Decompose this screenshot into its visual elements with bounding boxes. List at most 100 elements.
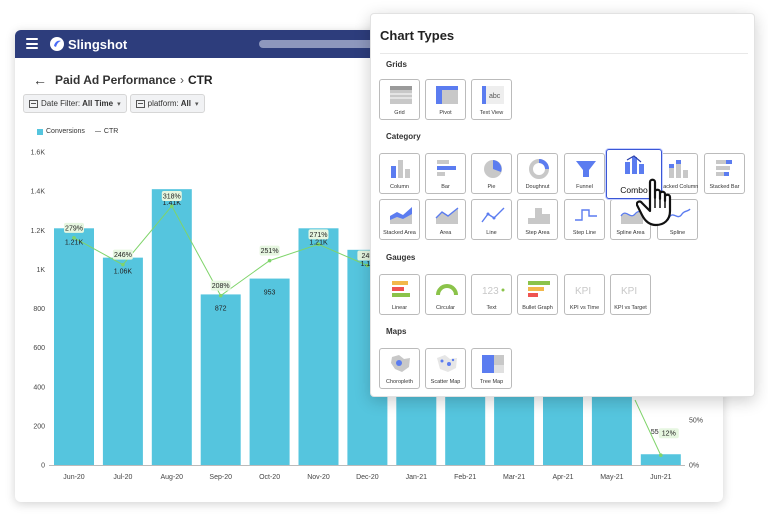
legend-label-ctr: CTR: [103, 128, 119, 135]
chart-type-column[interactable]: Column: [379, 153, 420, 194]
filter-bar: Date Filter: All Time ▾ platform: All ▾: [23, 94, 205, 113]
text-view-icon: abc: [481, 86, 504, 104]
panel-title: Chart Types: [380, 28, 455, 43]
bar-icon: [436, 160, 456, 176]
scatter-map-icon: [436, 355, 457, 372]
chart-type-area[interactable]: Area: [425, 199, 466, 240]
line-label-bg: [308, 229, 329, 240]
chart-type-tree-map[interactable]: Tree Map: [471, 348, 512, 389]
x-axis-tick-label: Jun-21: [650, 474, 672, 481]
legend-swatch-ctr: [94, 131, 101, 132]
chart-type-label: Funnel: [576, 184, 593, 190]
chart-type-linear[interactable]: Linear: [379, 274, 420, 315]
chart-type-step-line[interactable]: Step Line: [564, 199, 605, 240]
ctr-point: [316, 242, 321, 247]
chart-type-text-view[interactable]: abc Text View: [471, 79, 512, 120]
line-value-label: 271%: [310, 232, 328, 239]
chart-type-label: KPI vs Time: [569, 305, 600, 311]
chart-bar: [200, 294, 241, 465]
chart-type-kpi-vs-target[interactable]: KPI KPI vs Target: [610, 274, 651, 315]
doughnut-icon: [528, 159, 549, 179]
ctr-point: [365, 263, 370, 268]
chart-type-grid[interactable]: Grid: [379, 79, 420, 120]
platform-filter-value: All: [180, 99, 191, 108]
chart-legend: Conversions CTR: [37, 128, 118, 135]
chart-type-step-area[interactable]: Step Area: [517, 199, 558, 240]
x-axis-tick-label: May-21: [600, 474, 623, 481]
bar-value-label: 1.21K: [309, 239, 328, 246]
chart-bar: [249, 278, 290, 465]
chart-type-label: Bullet Graph: [522, 305, 553, 311]
breadcrumb: ← Paid Ad Performance › CTR: [33, 71, 213, 89]
chart-type-label: Circular: [436, 305, 455, 311]
column-icon: [390, 160, 410, 178]
chart-type-label: Line: [486, 230, 497, 236]
ctr-point: [170, 204, 174, 208]
chart-type-label: Stacked Area: [383, 230, 416, 236]
x-axis-tick-label: Jan-21: [406, 474, 428, 481]
filter-icon: [135, 99, 145, 108]
chart-type-stacked-column[interactable]: Stacked Column: [657, 153, 698, 194]
stacked-column-icon: [668, 160, 688, 178]
line-label-bg: [658, 428, 679, 439]
chart-type-doughnut[interactable]: Doughnut: [517, 153, 558, 194]
brand-name: Slingshot: [68, 37, 128, 52]
slingshot-logo-icon: [50, 37, 64, 51]
y-axis-tick-label: 1.6K: [31, 150, 46, 157]
legend-label-conversions: Conversions: [46, 128, 85, 135]
x-axis-tick-label: Sep-20: [209, 474, 232, 481]
chart-type-label: Column: [390, 184, 409, 190]
chart-type-funnel[interactable]: Funnel: [564, 153, 605, 194]
grid-icon: [389, 86, 412, 104]
chart-type-stacked-area[interactable]: Stacked Area: [379, 199, 420, 240]
pointer-hand-icon: [636, 178, 672, 227]
line-icon: [480, 207, 504, 223]
search-bar[interactable]: [259, 40, 379, 48]
pie-icon: [483, 160, 502, 178]
chart-type-text[interactable]: 123 Text: [471, 274, 512, 315]
chart-type-kpi-vs-time[interactable]: KPI KPI vs Time: [564, 274, 605, 315]
chart-type-bullet-graph[interactable]: Bullet Graph: [517, 274, 558, 315]
section-title-grids: Grids: [386, 60, 407, 69]
line-value-label: 246%: [114, 252, 132, 259]
y2-axis-tick-label: 0%: [689, 463, 699, 470]
chevron-down-icon: ▾: [194, 100, 199, 108]
chart-type-line[interactable]: Line: [471, 199, 512, 240]
line-value-label: 251%: [261, 248, 279, 255]
line-label-bg: [64, 222, 84, 233]
date-filter-value: All Time: [82, 99, 114, 108]
chart-type-choropleth[interactable]: Choropleth: [379, 348, 420, 389]
chart-type-label: Bar: [441, 184, 450, 190]
back-arrow-icon[interactable]: ←: [33, 72, 47, 88]
y-axis-tick-label: 400: [33, 384, 45, 391]
chart-type-label: Step Line: [572, 230, 597, 236]
chart-type-bar[interactable]: Bar: [425, 153, 466, 194]
tree-map-icon: [481, 355, 504, 373]
date-filter-label: Date Filter:: [41, 99, 81, 108]
hamburger-menu-icon[interactable]: [26, 38, 38, 49]
platform-filter[interactable]: platform: All ▾: [129, 94, 205, 113]
svg-text:123: 123: [482, 286, 499, 297]
x-axis-tick-label: Apr-21: [552, 474, 573, 481]
combo-chart: 0 200 400 600 800 1K 1.2K 1.4K 1.6K 0% 50% Jun-20 Ju…: [31, 150, 703, 482]
chart-types-panel: Chart Types Grids Grid Pivot abc Text View Ca…: [370, 13, 755, 397]
x-axis-tick-label: Nov-20: [307, 474, 330, 481]
chart-type-pie[interactable]: Pie: [471, 153, 512, 194]
bar-value-label: 1.06K: [114, 269, 133, 276]
chart-type-scatter-map[interactable]: Scatter Map: [425, 348, 466, 389]
chart-bar: [151, 189, 192, 465]
y-axis-tick-label: 0: [41, 463, 45, 470]
stacked-bar-icon: [715, 160, 732, 176]
platform-filter-label: platform:: [147, 99, 179, 108]
chart-type-circular[interactable]: Circular: [425, 274, 466, 315]
chart-type-pivot[interactable]: Pivot: [425, 79, 466, 120]
date-filter[interactable]: Date Filter: All Time ▾: [23, 94, 127, 113]
chart-bar: [54, 228, 94, 465]
chart-type-label: Text: [486, 305, 497, 311]
chart-bar: [640, 454, 681, 465]
choropleth-icon: [390, 355, 410, 372]
chart-type-stacked-bar[interactable]: Stacked Bar: [704, 153, 745, 194]
section-title-maps: Maps: [386, 327, 407, 336]
breadcrumb-parent[interactable]: Paid Ad Performance: [55, 73, 176, 87]
chart-type-label: Spline Area: [616, 230, 645, 236]
